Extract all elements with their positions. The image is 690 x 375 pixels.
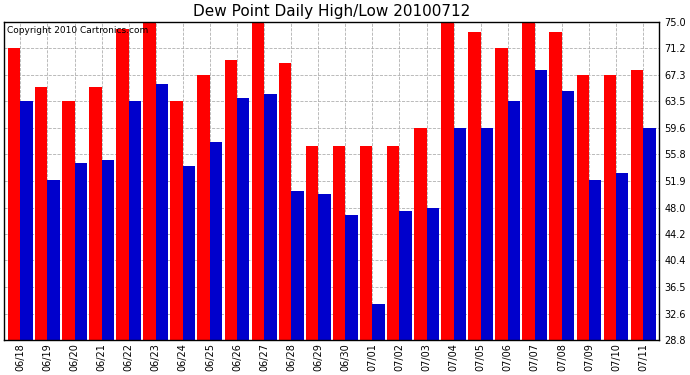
Title: Dew Point Daily High/Low 20100712: Dew Point Daily High/Low 20100712 xyxy=(193,4,471,19)
Bar xyxy=(508,101,520,340)
Text: Copyright 2010 Cartronics.com: Copyright 2010 Cartronics.com xyxy=(8,27,148,36)
Bar xyxy=(210,142,222,340)
Bar xyxy=(62,101,75,340)
Bar xyxy=(387,146,400,340)
Bar xyxy=(252,22,264,340)
Bar xyxy=(441,22,453,340)
Bar xyxy=(279,63,291,340)
Bar xyxy=(264,94,277,340)
Bar xyxy=(89,87,101,340)
Bar xyxy=(156,84,168,340)
Bar xyxy=(414,128,426,340)
Bar xyxy=(170,101,183,340)
Bar xyxy=(8,48,21,340)
Bar xyxy=(562,91,574,340)
Bar xyxy=(631,70,643,340)
Bar xyxy=(360,146,373,340)
Bar xyxy=(333,146,345,340)
Bar xyxy=(75,163,87,340)
Bar xyxy=(129,101,141,340)
Bar xyxy=(535,70,547,340)
Bar xyxy=(643,128,656,340)
Bar xyxy=(197,75,210,340)
Bar xyxy=(318,194,331,340)
Bar xyxy=(116,28,129,340)
Bar xyxy=(481,128,493,340)
Bar xyxy=(224,60,237,340)
Bar xyxy=(291,190,304,340)
Bar xyxy=(306,146,318,340)
Bar xyxy=(616,173,629,340)
Bar xyxy=(35,87,48,340)
Bar xyxy=(345,214,357,340)
Bar xyxy=(237,98,250,340)
Bar xyxy=(373,304,385,340)
Bar xyxy=(577,75,589,340)
Bar xyxy=(101,159,114,340)
Bar xyxy=(469,32,481,340)
Bar xyxy=(453,128,466,340)
Bar xyxy=(183,166,195,340)
Bar xyxy=(144,22,156,340)
Bar xyxy=(495,48,508,340)
Bar xyxy=(426,208,439,340)
Bar xyxy=(400,211,412,340)
Bar xyxy=(522,11,535,340)
Bar xyxy=(21,101,33,340)
Bar xyxy=(48,180,60,340)
Bar xyxy=(604,75,616,340)
Bar xyxy=(549,32,562,340)
Bar xyxy=(589,180,602,340)
